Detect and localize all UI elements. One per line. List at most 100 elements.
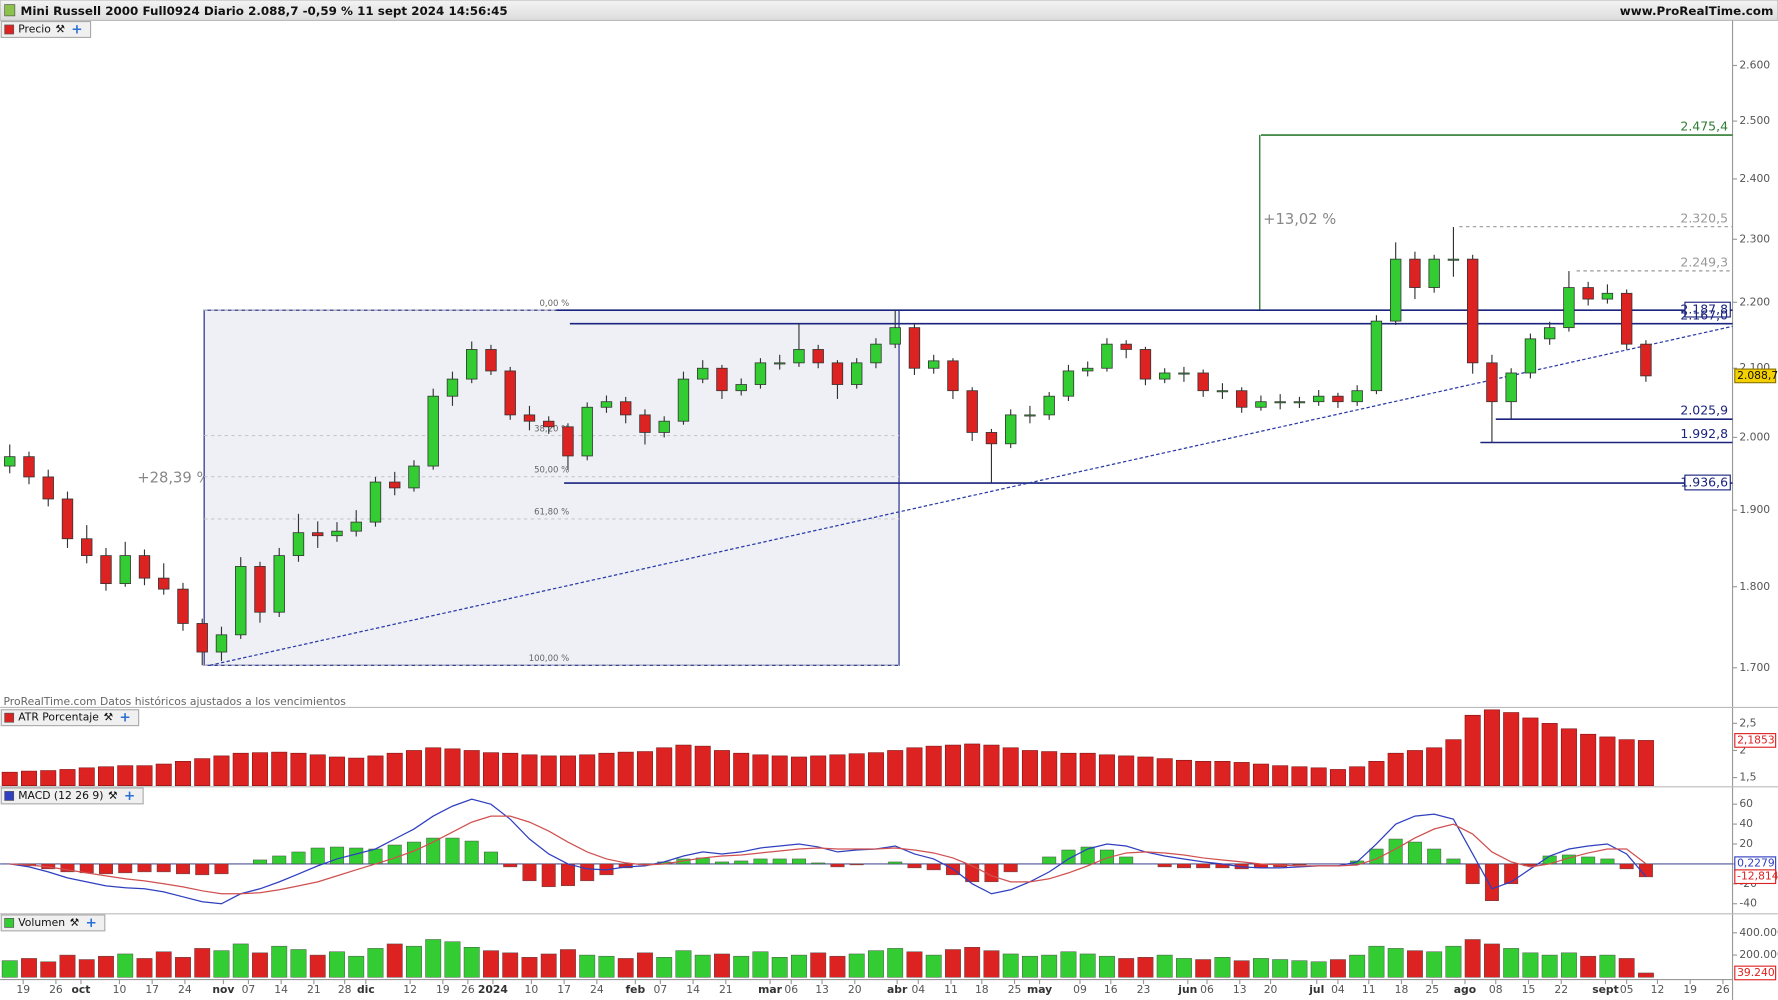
settings-icon[interactable]: ⚒ [70,916,80,929]
x-tick-label: 20 [848,983,862,996]
candle-body [1139,349,1152,380]
candle-body [600,401,613,408]
atr-bar [1041,751,1058,786]
candle-body [1062,370,1075,397]
volume-bar [1022,955,1038,978]
x-tick-label: 21 [307,983,321,996]
atr-bar [1252,763,1269,786]
macd-histogram-bar [1099,849,1114,865]
macd-histogram-bar [1446,858,1461,865]
candle-body [312,532,324,537]
volume-bar [1464,939,1481,978]
x-tick-label: 19 [436,983,450,996]
atr-bar [598,752,615,786]
macd-histogram-bar [1427,848,1442,865]
macd-histogram-bar [888,861,903,865]
volume-bar [1002,953,1019,978]
atr-bar [78,767,95,786]
volume-bar [617,958,634,978]
x-tick-label: 12 [1651,983,1665,996]
macd-histogram-bar [830,863,845,868]
macd-histogram-bar [926,863,941,871]
atr-bar [733,752,750,786]
atr-bar [617,751,634,786]
x-tick-label: 12 [403,983,417,996]
macd-line [9,815,1647,895]
add-icon[interactable]: + [124,788,135,804]
price-level-label: 2.167,0 [1680,307,1728,322]
atr-bar [213,755,230,786]
volume-bar [1483,943,1500,978]
atr-bar [1175,759,1192,786]
candle-body [254,566,266,613]
candle-body [1563,287,1575,329]
candle-body [196,623,208,653]
trendline [209,325,1733,666]
price-level-label: 2.320,5 [1680,210,1728,225]
x-tick-label: 14 [686,983,700,996]
volume-bar [1503,948,1520,978]
atr-bar [1599,736,1616,786]
x-tick-label: 21 [719,983,733,996]
atr-bar [117,765,134,786]
y-tick-label: 2.400 [1739,172,1770,185]
volume-bar [1368,945,1385,978]
atr-bar [1156,758,1173,786]
volume-bar [791,954,807,978]
atr-bar [1060,752,1077,786]
y-tick-label: -40 [1739,897,1757,910]
settings-icon[interactable]: ⚒ [108,789,118,802]
volume-bar [964,947,981,978]
settings-icon[interactable]: ⚒ [55,22,65,35]
atr-bar [1426,747,1443,786]
gain-annotation: +13,02 % [1263,211,1336,228]
atr-bar [1349,766,1366,786]
add-icon[interactable]: + [86,915,97,931]
add-icon[interactable]: + [119,710,130,726]
volume-bar [463,947,480,978]
atr-bar [1214,761,1231,786]
atr-bar [752,754,769,786]
volume-bar [829,955,846,978]
x-tick-label: mar [758,983,782,996]
macd-histogram-bar [1504,863,1519,885]
volume-bar [21,958,37,978]
candle-body [870,343,882,364]
fibonacci-label: 38,20 % [534,424,569,434]
volume-bar [1637,972,1654,978]
x-tick-label: 18 [1395,983,1409,996]
volume-bar [136,958,153,978]
volume-bar [714,953,730,978]
settings-icon[interactable]: ⚒ [103,711,113,724]
atr-bar [559,755,576,786]
x-tick-label: dic [357,983,375,996]
y-tick-label: 1.800 [1739,580,1770,593]
atr-bar [97,766,114,786]
atr-bar [1272,765,1289,786]
volume-bar [367,948,384,978]
volume-bar [1079,953,1096,978]
x-tick-label: 06 [1200,983,1214,996]
atr-bar [1021,750,1038,786]
candle-body [1640,343,1652,377]
atr-bar [521,754,538,786]
add-icon[interactable]: + [71,21,82,37]
current-value-label: 2.088,7 [1737,369,1778,382]
atr-bar [174,761,191,786]
current-value-box [1734,965,1777,981]
volume-bar [1580,955,1597,978]
macd-histogram-bar [1484,863,1499,901]
macd-histogram-bar [330,846,344,865]
candle-body [177,588,189,624]
panel-title: Volumen [18,916,65,929]
atr-bar [405,750,422,786]
panel-chip [0,787,144,805]
macd-histogram-bar [195,863,210,876]
candle-body [1524,338,1537,374]
volume-bar [733,955,750,978]
atr-bar [636,751,653,786]
macd-histogram-bar [753,858,768,865]
atr-bar [348,757,365,786]
volume-bar [1137,957,1154,978]
